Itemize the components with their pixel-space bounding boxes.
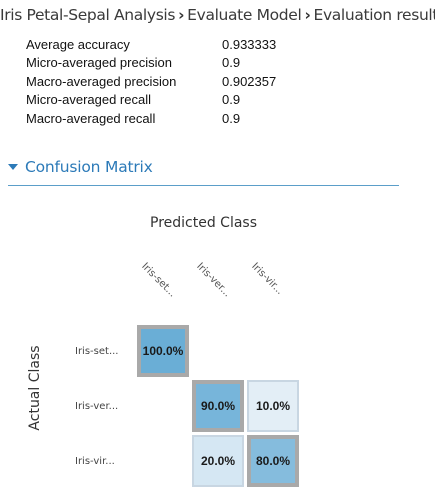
metric-label: Macro-averaged recall: [26, 110, 156, 126]
metric-label: Macro-averaged precision: [26, 73, 177, 89]
metric-value: 0.9: [222, 92, 241, 108]
metric-row: Average accuracy 0.933333: [26, 35, 276, 54]
breadcrumb-item-module[interactable]: Evaluate Model: [187, 6, 302, 24]
metric-value: 0.933333: [222, 36, 277, 52]
section-title: Confusion Matrix: [25, 158, 153, 176]
metric-label: Micro-averaged recall: [26, 92, 151, 108]
cell-value-label: 80.0%: [255, 454, 291, 468]
matrix-cell: 20.0%: [192, 435, 244, 487]
metric-value: 0.902357: [222, 73, 277, 89]
predicted-class-axis-title: Predicted Class: [150, 215, 258, 231]
metric-value: 0.9: [222, 55, 241, 71]
metrics-table: Average accuracy 0.933333 Micro-averaged…: [26, 35, 276, 128]
breadcrumb: Iris Petal-Sepal Analysis › Evaluate Model…: [0, 6, 435, 24]
column-label: Iris-vir...: [249, 261, 286, 297]
metric-label: Micro-averaged precision: [26, 55, 172, 71]
confusion-matrix-section-toggle[interactable]: Confusion Matrix: [8, 157, 399, 186]
cell-value-label: 20.0%: [200, 454, 236, 468]
actual-class-axis-title: Actual Class: [27, 345, 43, 431]
matrix-cell: 80.0%: [247, 435, 299, 487]
cell-value-label: 100.0%: [142, 344, 184, 358]
breadcrumb-item-experiment[interactable]: Iris Petal-Sepal Analysis: [0, 6, 176, 24]
metric-value: 0.9: [222, 110, 241, 126]
breadcrumb-item-current: Evaluation results: [313, 6, 435, 24]
matrix-cell: 90.0%: [192, 380, 244, 432]
metric-row: Macro-averaged recall 0.9: [26, 109, 276, 128]
metric-row: Micro-averaged precision 0.9: [26, 54, 276, 73]
metric-label: Average accuracy: [26, 36, 130, 52]
breadcrumb-chevron-icon: ›: [304, 6, 311, 24]
matrix-cell: 10.0%: [247, 380, 299, 432]
breadcrumb-chevron-icon: ›: [178, 6, 185, 24]
column-label: Iris-set...: [139, 261, 178, 300]
collapse-triangle-icon: [8, 164, 18, 170]
metric-row: Micro-averaged recall 0.9: [26, 91, 276, 110]
cell-value-label: 10.0%: [255, 399, 291, 413]
column-label: Iris-ver...: [194, 261, 233, 300]
metric-row: Macro-averaged precision 0.902357: [26, 72, 276, 91]
cell-value-label: 90.0%: [200, 399, 236, 413]
row-label: Iris-vir...: [75, 456, 115, 467]
matrix-cell: 100.0%: [137, 325, 189, 377]
row-label: Iris-ver...: [75, 401, 119, 412]
row-label: Iris-set...: [75, 346, 119, 357]
